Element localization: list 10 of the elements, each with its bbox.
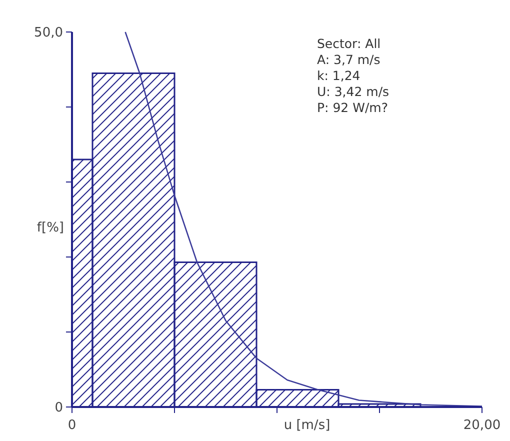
line-series [124, 31, 483, 407]
x-tick-label: 20,00 [463, 418, 501, 433]
annotation: U: 3,42 m/s [317, 84, 390, 99]
annotation: Sector: All [317, 36, 381, 51]
y-tick-label: 50,0 [34, 26, 63, 41]
y-axis-title: f[%] [36, 220, 64, 236]
x-axis-title: u [m/s] [284, 418, 330, 433]
annotation: k: 1,24 [317, 68, 360, 83]
annotation: A: 3,7 m/s [317, 52, 380, 67]
annotation: P: 92 W/m? [317, 100, 388, 115]
